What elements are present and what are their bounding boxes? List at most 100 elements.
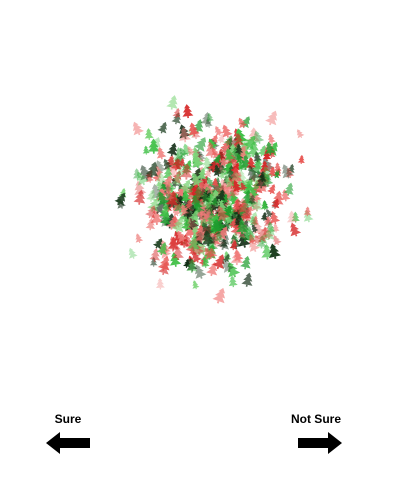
tree-icon <box>145 205 156 219</box>
tree-icon <box>291 211 300 223</box>
tree-icon <box>187 234 200 252</box>
tree-icon <box>227 217 237 229</box>
tree-icon <box>171 216 184 233</box>
tree-icon <box>241 272 253 287</box>
tree-icon <box>172 245 184 261</box>
tree-icon <box>182 104 194 119</box>
tree-icon <box>251 179 261 191</box>
tree-icon <box>253 130 265 144</box>
tree-icon <box>135 233 144 244</box>
tree-icon <box>157 255 170 272</box>
tree-icon <box>283 182 294 196</box>
tree-icon <box>246 193 258 208</box>
tree-icon <box>128 247 138 259</box>
tree-icon <box>217 205 230 222</box>
tree-icon <box>179 179 191 193</box>
tree-icon <box>196 209 204 218</box>
tree-icon <box>254 227 268 243</box>
tree-icon <box>282 164 294 179</box>
tree-icon <box>210 219 222 234</box>
tree-icon <box>250 198 262 212</box>
tree-icon <box>132 121 144 136</box>
tree-icon <box>280 189 291 202</box>
tree-icon <box>144 128 154 140</box>
tree-icon <box>254 234 262 245</box>
tree-icon <box>224 148 235 162</box>
tree-icon <box>214 230 224 243</box>
tree-icon <box>149 248 161 262</box>
tree-icon <box>166 95 178 110</box>
tree-icon <box>177 230 188 243</box>
tree-icon <box>196 244 205 255</box>
tree-icon <box>243 135 256 150</box>
tree-icon <box>212 287 226 304</box>
tree-icon <box>191 152 205 168</box>
arrow-left-icon <box>46 432 90 454</box>
tree-icon <box>222 124 233 138</box>
tree-icon <box>241 206 253 220</box>
tree-icon <box>166 191 177 204</box>
tree-icon <box>238 117 248 129</box>
sure-choice-button[interactable]: Sure <box>46 412 90 454</box>
tree-icon <box>169 252 182 267</box>
tree-icon <box>239 226 252 243</box>
tree-icon <box>132 168 142 180</box>
tree-icon <box>214 126 224 136</box>
tree-icon <box>240 255 251 270</box>
tree-icon <box>247 165 260 182</box>
tree-icon <box>220 238 228 248</box>
tree-icon <box>204 247 215 260</box>
tree-icon <box>240 182 248 191</box>
tree-icon <box>142 145 150 155</box>
tree-icon <box>272 223 280 233</box>
tree-icon <box>249 192 257 202</box>
tree-icon <box>297 154 305 165</box>
tree-icon <box>273 235 282 246</box>
tree-icon <box>201 230 215 247</box>
tree-icon <box>162 175 172 188</box>
tree-icon <box>260 200 269 211</box>
tree-icon <box>273 162 282 173</box>
tree-icon <box>271 198 280 209</box>
tree-icon <box>192 280 200 290</box>
tree-icon <box>157 121 167 134</box>
tree-icon <box>232 198 245 215</box>
tree-icon <box>166 142 178 157</box>
tree-icon <box>286 167 295 179</box>
tree-icon <box>219 178 230 192</box>
tree-icon <box>165 190 179 208</box>
tree-icon <box>268 243 281 260</box>
tree-icon <box>243 177 254 190</box>
tree-icon <box>204 212 216 227</box>
tree-icon <box>234 249 244 262</box>
tree-icon <box>172 107 181 119</box>
tree-icon <box>179 126 191 143</box>
tree-icon <box>257 145 267 157</box>
tree-icon <box>261 244 274 260</box>
tree-icon <box>257 231 268 245</box>
tree-icon <box>210 197 218 207</box>
tree-icon <box>212 254 225 270</box>
tree-icon <box>179 147 188 158</box>
tree-icon <box>160 211 171 226</box>
tree-icon <box>186 257 198 272</box>
tree-icon <box>263 226 275 241</box>
tree-icon <box>205 193 214 202</box>
tree-icon <box>206 112 214 123</box>
tree-icon <box>217 169 226 180</box>
tree-icon <box>172 206 181 217</box>
tree-icon <box>200 218 208 228</box>
tree-icon <box>267 184 276 195</box>
tree-icon <box>205 141 218 158</box>
tree-icon <box>229 240 238 251</box>
tree-icon <box>267 166 277 178</box>
tree-icon <box>227 261 241 278</box>
tree-icon <box>191 194 203 210</box>
tree-icon <box>223 173 232 184</box>
tree-icon <box>253 151 262 163</box>
tree-icon <box>216 163 225 175</box>
tree-icon <box>290 222 302 237</box>
not-sure-choice-button[interactable]: Not Sure <box>290 412 342 454</box>
tree-icon <box>163 184 173 196</box>
tree-icon <box>149 256 158 267</box>
